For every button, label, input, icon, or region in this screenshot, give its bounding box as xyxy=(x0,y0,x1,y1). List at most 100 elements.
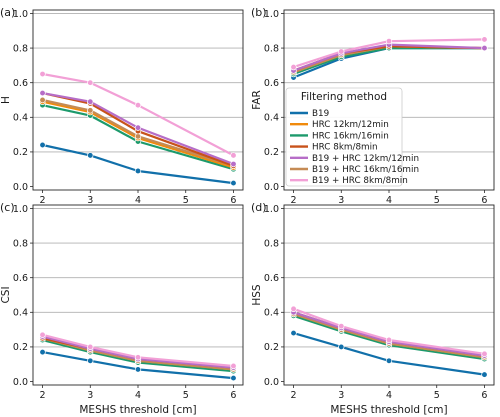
x-tick-label: 3 xyxy=(87,195,93,206)
legend-item: HRC 12km/12min xyxy=(290,120,389,130)
legend-label: B19 + HRC 12km/12min xyxy=(312,154,419,164)
data-point xyxy=(338,48,345,55)
chart-panel-c: 0.0 0.2 0.4 0.6 0.8 1.0 2 3 4 5 6 CSI MESHS threshol… xyxy=(0,201,244,416)
data-point xyxy=(290,305,297,312)
x-tick-label: 2 xyxy=(40,195,46,206)
series-line xyxy=(42,335,234,369)
data-point xyxy=(87,107,94,114)
x-tick-label: 4 xyxy=(386,390,392,401)
y-tick-label: 0.8 xyxy=(13,238,28,249)
data-point xyxy=(39,70,46,78)
x-tick-label: 2 xyxy=(40,390,46,401)
data-point xyxy=(338,323,345,330)
data-point xyxy=(134,124,142,131)
data-point xyxy=(134,102,142,109)
y-tick-label: 0.4 xyxy=(264,113,279,124)
data-point xyxy=(338,343,345,351)
y-tick-label: 0.2 xyxy=(13,147,28,158)
legend-item: B19 + HRC 12km/12min xyxy=(290,154,419,164)
y-tick-label: 1.0 xyxy=(13,9,28,20)
data-point xyxy=(481,371,488,378)
data-point xyxy=(87,343,94,351)
x-tick-label: 4 xyxy=(135,195,141,206)
x-tick-label: 3 xyxy=(338,390,344,401)
data-point xyxy=(134,133,142,140)
series-line xyxy=(293,307,485,355)
data-point xyxy=(134,366,142,373)
series-line xyxy=(42,72,235,157)
y-tick-label: 1.0 xyxy=(264,9,279,20)
data-point xyxy=(481,36,488,43)
series-b19-hrc-8km-8min xyxy=(290,305,488,357)
data-point xyxy=(481,44,488,52)
series-b19-hrc-8km-8min xyxy=(290,36,488,71)
y-tick-label: 0.6 xyxy=(264,78,279,89)
series-line xyxy=(293,332,485,376)
y-tick-label: 0.4 xyxy=(13,308,28,319)
legend-label: B19 + HRC 16km/16min xyxy=(312,165,419,175)
data-point xyxy=(134,354,142,361)
series-line xyxy=(42,351,234,380)
panel-label: (c) xyxy=(0,201,15,214)
y-axis-label: HSS xyxy=(251,284,263,306)
series-line xyxy=(293,314,485,361)
y-tick-label: 0.6 xyxy=(13,78,28,89)
series-b19 xyxy=(39,141,237,187)
y-axis-label: H xyxy=(0,96,12,104)
series-hrc-16km-16min xyxy=(39,102,237,173)
legend-label: B19 + HRC 8km/8min xyxy=(312,176,408,186)
data-point xyxy=(481,350,488,357)
series-b19-hrc-12km-12min xyxy=(39,89,237,168)
y-tick-label: 0.6 xyxy=(13,273,28,284)
series-line xyxy=(42,92,234,166)
legend-label: HRC 12km/12min xyxy=(312,120,389,130)
y-tick-label: 0.8 xyxy=(264,238,279,249)
y-tick-label: 0.0 xyxy=(264,377,279,388)
legend-item: B19 + HRC 8km/8min xyxy=(290,176,408,186)
legend-item: B19 xyxy=(290,109,329,119)
series-line xyxy=(42,338,234,373)
y-tick-label: 0.0 xyxy=(264,182,279,193)
x-axis-label: MESHS threshold [cm] xyxy=(79,404,196,416)
series-line xyxy=(293,43,485,72)
data-point xyxy=(39,89,46,97)
x-axis-label: MESHS threshold [cm] xyxy=(330,404,447,416)
data-point xyxy=(87,357,94,364)
data-point xyxy=(87,98,94,105)
data-point xyxy=(230,179,237,187)
x-tick-label: 3 xyxy=(87,390,93,401)
chart-panel-b: 0.0 0.2 0.4 0.6 0.8 1.0 2 3 4 5 6 FAR (b) xyxy=(251,6,495,206)
series-line xyxy=(42,333,234,368)
x-tick-label: 5 xyxy=(434,195,440,206)
chart-panel-d: 0.0 0.2 0.4 0.6 0.8 1.0 2 3 4 5 6 HSS MESHS threshol… xyxy=(251,201,495,416)
y-tick-label: 0.4 xyxy=(264,308,279,319)
x-tick-label: 2 xyxy=(291,195,297,206)
y-tick-label: 0.4 xyxy=(13,113,28,124)
panel-label: (b) xyxy=(251,6,267,19)
series-b19-hrc-16km-16min xyxy=(39,96,237,169)
data-point xyxy=(87,79,94,86)
data-point xyxy=(230,362,237,370)
series-line xyxy=(293,311,485,357)
series-line xyxy=(293,38,485,69)
data-point xyxy=(134,167,142,175)
legend-title: Filtering method xyxy=(301,91,387,103)
data-point xyxy=(39,348,46,356)
data-point xyxy=(385,357,393,364)
series-b19 xyxy=(290,329,488,378)
legend-box xyxy=(285,87,403,187)
y-tick-label: 0.0 xyxy=(13,182,28,193)
legend-label: HRC 16km/16min xyxy=(312,131,389,141)
x-tick-label: 5 xyxy=(183,390,189,401)
x-tick-label: 2 xyxy=(291,390,297,401)
x-tick-label: 5 xyxy=(434,390,440,401)
y-tick-label: 1.0 xyxy=(13,204,28,215)
x-tick-label: 6 xyxy=(481,390,487,401)
data-point xyxy=(290,329,297,337)
y-axis-label: FAR xyxy=(251,90,263,110)
data-point xyxy=(385,38,393,45)
y-tick-label: 0.2 xyxy=(264,342,279,353)
x-tick-label: 6 xyxy=(230,195,236,206)
y-axis-label: CSI xyxy=(0,286,12,303)
